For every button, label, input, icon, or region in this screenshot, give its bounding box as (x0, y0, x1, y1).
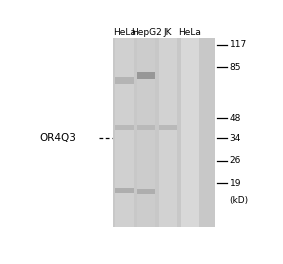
Text: 85: 85 (230, 63, 241, 72)
Bar (137, 189, 155, 194)
Text: 34: 34 (230, 134, 241, 143)
Text: (kD): (kD) (230, 196, 248, 205)
Text: HeLa: HeLa (113, 28, 136, 37)
Text: JK: JK (164, 28, 172, 37)
Bar (137, 125, 155, 130)
Bar (115, 38, 134, 227)
Text: 48: 48 (230, 114, 241, 122)
Bar (113, 38, 215, 227)
Bar (137, 38, 155, 227)
Bar (115, 125, 134, 130)
Text: HeLa: HeLa (179, 28, 201, 37)
Text: 19: 19 (230, 179, 241, 188)
Bar (115, 77, 134, 84)
Bar (159, 125, 177, 130)
Text: HepG2: HepG2 (131, 28, 162, 37)
Text: 26: 26 (230, 156, 241, 165)
Bar (115, 188, 134, 193)
Bar (159, 38, 177, 227)
Bar (181, 38, 199, 227)
Text: 117: 117 (230, 40, 247, 49)
Text: OR4Q3: OR4Q3 (40, 133, 77, 143)
Bar (137, 72, 155, 79)
